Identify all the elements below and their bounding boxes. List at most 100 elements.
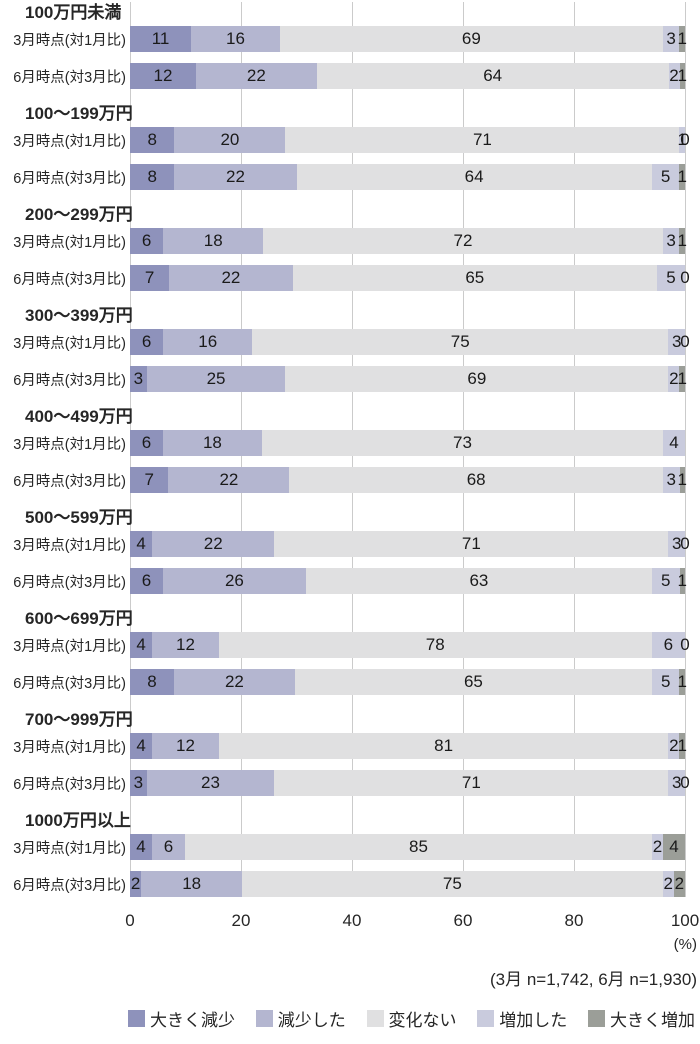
bar-segment-2: 26 [162, 568, 306, 594]
bar-segment-1: 6 [130, 430, 163, 456]
bar-segment-4: 2 [668, 366, 680, 392]
bar-segment-2: 22 [169, 265, 293, 291]
segment-value-label: 1 [677, 736, 687, 755]
bar-segment-5: 1 [677, 733, 687, 759]
income-group: 600〜699万円 3月時点(対1月比) 4 12 78 6 0 6月時点(対3月比) 8 22 6… [0, 608, 700, 695]
stacked-bar: 3 23 71 3 0 [130, 770, 690, 796]
stacked-bar: 12 22 64 2 1 [130, 63, 687, 89]
segment-value-label: 18 [203, 231, 223, 250]
bar-row: 3月時点(対1月比) 11 16 69 3 1 [0, 26, 700, 52]
segment-value-label: 69 [467, 369, 487, 388]
segment-value-label: 6 [141, 231, 152, 250]
x-tick-label: 80 [564, 911, 584, 930]
segment-value-label: 26 [224, 571, 244, 590]
segment-value-label: 65 [463, 672, 483, 691]
bar-row: 6月時点(対3月比) 6 26 63 5 1 [0, 568, 700, 594]
row-label: 6月時点(対3月比) [13, 473, 126, 490]
bar-row: 6月時点(対3月比) 7 22 68 3 1 [0, 467, 700, 493]
bar-row: 3月時点(対1月比) 4 6 85 2 4 [0, 834, 700, 860]
segment-value-label: 65 [465, 268, 485, 287]
axis-unit-label: (%) [673, 936, 697, 953]
segment-value-label: 5 [660, 167, 671, 186]
bar-row: 3月時点(対1月比) 6 18 72 3 1 [0, 228, 700, 254]
bar-segment-4: 3 [668, 531, 685, 557]
segment-value-label: 16 [198, 332, 218, 351]
legend-swatch-icon [128, 1010, 145, 1027]
bar-segment-1: 6 [130, 568, 163, 594]
plot-area: 100万円未満 3月時点(対1月比) 11 16 69 3 1 6月時点(対3月比) 12 22 6… [0, 2, 700, 897]
bar-segment-2: 18 [163, 228, 264, 254]
bar-segment-1: 7 [130, 265, 170, 291]
bar-segment-5: 1 [677, 669, 687, 695]
bar-row: 3月時点(対1月比) 8 20 71 1 0 [0, 127, 700, 153]
stacked-bar: 6 26 63 5 1 [130, 568, 687, 594]
x-tick-label: 100 [670, 911, 700, 930]
bar-segment-2: 12 [152, 632, 219, 658]
x-tick-label: 20 [231, 911, 251, 930]
group-header: 600〜699万円 [25, 609, 133, 628]
bar-segment-5: 1 [677, 228, 687, 254]
segment-value-label: 1 [677, 167, 687, 186]
segment-value-label: 1 [677, 66, 687, 85]
bar-segment-1: 2 [130, 871, 142, 897]
bar-segment-2: 20 [174, 127, 286, 153]
bar-segment-3: 71 [274, 531, 669, 557]
bar-segment-3: 71 [285, 127, 680, 153]
segment-value-label: 3 [671, 773, 682, 792]
segment-value-label: 3 [133, 369, 144, 388]
group-header: 500〜599万円 [25, 508, 133, 527]
segment-value-label: 81 [434, 736, 454, 755]
bar-segment-2: 18 [162, 430, 262, 456]
income-group: 400〜499万円 3月時点(対1月比) 6 18 73 4 6月時点(対3月比) 7 22 68… [0, 406, 700, 493]
bar-row: 6月時点(対3月比) 12 22 64 2 1 [0, 63, 700, 89]
segment-value-label: 71 [461, 773, 481, 792]
bar-segment-2: 16 [191, 26, 280, 52]
bar-segment-3: 73 [261, 430, 664, 456]
segment-value-label: 1 [677, 231, 687, 250]
segment-value-label: 7 [144, 268, 155, 287]
row-label: 3月時点(対1月比) [13, 739, 126, 756]
income-group: 200〜299万円 3月時点(対1月比) 6 18 72 3 1 6月時点(対3月比) 7 22 6… [0, 204, 700, 291]
bar-segment-1: 8 [130, 164, 175, 190]
segment-value-label: 22 [221, 268, 241, 287]
segment-value-label: 8 [147, 130, 157, 149]
bar-segment-2: 22 [195, 63, 317, 89]
segment-value-label: 4 [136, 635, 146, 654]
bar-segment-4: 3 [662, 228, 680, 254]
row-label: 3月時点(対1月比) [13, 436, 126, 453]
stacked-bar: 6 16 75 3 0 [130, 329, 690, 355]
row-label: 6月時点(対3月比) [13, 69, 126, 86]
bar-segment-2: 22 [174, 164, 297, 190]
bar-row: 6月時点(対3月比) 7 22 65 5 0 [0, 265, 700, 291]
segment-value-label: 5 [661, 672, 671, 691]
segment-value-label: 3 [671, 332, 682, 351]
bar-segment-3: 75 [252, 329, 669, 355]
stacked-bar: 4 12 78 6 0 [130, 632, 690, 658]
x-axis: 0 20 40 60 80 100 [125, 911, 699, 935]
segment-value-label: 22 [246, 66, 266, 85]
segment-value-label: 5 [666, 268, 676, 287]
bar-row: 6月時点(対3月比) 3 25 69 2 1 [0, 366, 700, 392]
segment-value-label: 11 [151, 29, 170, 48]
segment-value-label: 22 [224, 672, 244, 691]
row-label: 6月時点(対3月比) [13, 271, 126, 288]
segment-value-label: 1 [677, 672, 687, 691]
segment-value-label: 71 [461, 534, 481, 553]
bar-row: 3月時点(対1月比) 4 12 78 6 0 [0, 632, 700, 658]
bar-segment-1: 4 [130, 733, 153, 759]
x-tick-label: 60 [453, 911, 473, 930]
bar-segment-4: 3 [668, 770, 686, 796]
x-tick-label: 40 [342, 911, 362, 930]
bar-segment-3: 64 [316, 63, 669, 89]
group-header: 300〜399万円 [25, 306, 133, 325]
segment-value-label: 7 [144, 470, 154, 489]
segment-value-label: 1 [677, 571, 687, 590]
bar-segment-1: 6 [130, 228, 164, 254]
segment-value-label: 2 [674, 874, 685, 893]
segment-value-label: 64 [483, 66, 503, 85]
bar-segment-4: 5 [652, 669, 680, 695]
group-header: 1000万円以上 [25, 811, 131, 830]
bar-segment-1: 3 [130, 770, 147, 796]
segment-value-label: 4 [136, 534, 146, 553]
bar-segment-4: 1 [678, 127, 687, 153]
